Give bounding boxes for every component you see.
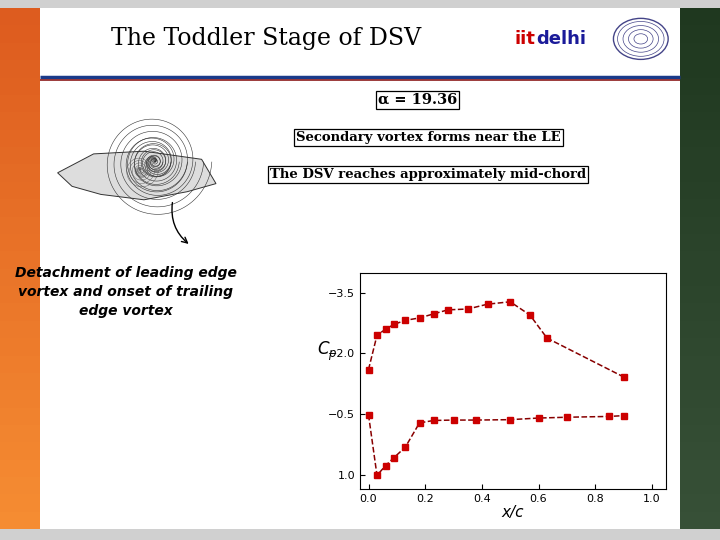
Text: Detachment of leading edge: Detachment of leading edge bbox=[15, 266, 237, 280]
Bar bbox=[680, 512, 720, 529]
Bar bbox=[680, 112, 720, 130]
Bar bbox=[680, 8, 720, 25]
Text: Secondary vortex forms near the LE: Secondary vortex forms near the LE bbox=[296, 131, 561, 144]
Bar bbox=[0, 182, 40, 199]
Text: edge vortex: edge vortex bbox=[79, 303, 173, 318]
Text: delhi: delhi bbox=[536, 30, 586, 48]
Bar bbox=[0, 373, 40, 390]
Bar bbox=[0, 321, 40, 338]
Bar bbox=[680, 164, 720, 182]
Text: $C_p$: $C_p$ bbox=[318, 340, 338, 362]
Bar bbox=[680, 390, 720, 408]
Bar bbox=[680, 373, 720, 390]
Bar bbox=[0, 130, 40, 147]
Bar bbox=[680, 495, 720, 512]
Bar bbox=[0, 234, 40, 251]
Bar bbox=[0, 60, 40, 78]
Bar bbox=[680, 95, 720, 112]
Bar bbox=[0, 269, 40, 286]
Bar bbox=[680, 199, 720, 217]
Bar bbox=[0, 338, 40, 355]
Bar bbox=[0, 8, 40, 25]
Bar bbox=[680, 78, 720, 95]
Bar bbox=[680, 130, 720, 147]
Bar bbox=[0, 217, 40, 234]
Bar bbox=[680, 460, 720, 477]
Bar bbox=[0, 199, 40, 217]
Bar bbox=[0, 495, 40, 512]
Bar bbox=[0, 25, 40, 43]
Bar bbox=[0, 112, 40, 130]
Bar bbox=[40, 8, 684, 529]
Text: α = 19.36: α = 19.36 bbox=[378, 93, 457, 107]
Bar bbox=[680, 338, 720, 355]
Bar bbox=[680, 303, 720, 321]
X-axis label: x/c: x/c bbox=[502, 505, 524, 520]
Polygon shape bbox=[58, 151, 216, 200]
Bar bbox=[680, 408, 720, 425]
Bar bbox=[680, 251, 720, 269]
Bar bbox=[0, 95, 40, 112]
Bar bbox=[0, 460, 40, 477]
Bar bbox=[0, 43, 40, 60]
Bar bbox=[0, 78, 40, 95]
Bar bbox=[680, 321, 720, 338]
Bar bbox=[680, 477, 720, 495]
Bar bbox=[680, 425, 720, 442]
Bar bbox=[680, 269, 720, 286]
Text: vortex and onset of trailing: vortex and onset of trailing bbox=[19, 285, 233, 299]
Bar bbox=[680, 43, 720, 60]
Text: The DSV reaches approximately mid-chord: The DSV reaches approximately mid-chord bbox=[270, 168, 587, 181]
Bar bbox=[680, 147, 720, 165]
Bar bbox=[0, 303, 40, 321]
Bar bbox=[0, 164, 40, 182]
Bar bbox=[680, 217, 720, 234]
Circle shape bbox=[613, 18, 668, 59]
Bar bbox=[680, 442, 720, 460]
Bar bbox=[680, 234, 720, 251]
Text: The Toddler Stage of DSV: The Toddler Stage of DSV bbox=[112, 28, 421, 50]
Bar bbox=[0, 408, 40, 425]
Bar bbox=[0, 425, 40, 442]
Bar bbox=[0, 390, 40, 408]
Text: iit: iit bbox=[515, 30, 536, 48]
Bar bbox=[0, 442, 40, 460]
Bar bbox=[0, 355, 40, 373]
Bar bbox=[680, 286, 720, 303]
Bar bbox=[0, 147, 40, 165]
Bar bbox=[0, 251, 40, 269]
Bar bbox=[680, 60, 720, 78]
Bar bbox=[680, 182, 720, 199]
Bar bbox=[680, 25, 720, 43]
Bar bbox=[680, 355, 720, 373]
Bar bbox=[0, 477, 40, 495]
Bar bbox=[0, 286, 40, 303]
Bar bbox=[0, 512, 40, 529]
